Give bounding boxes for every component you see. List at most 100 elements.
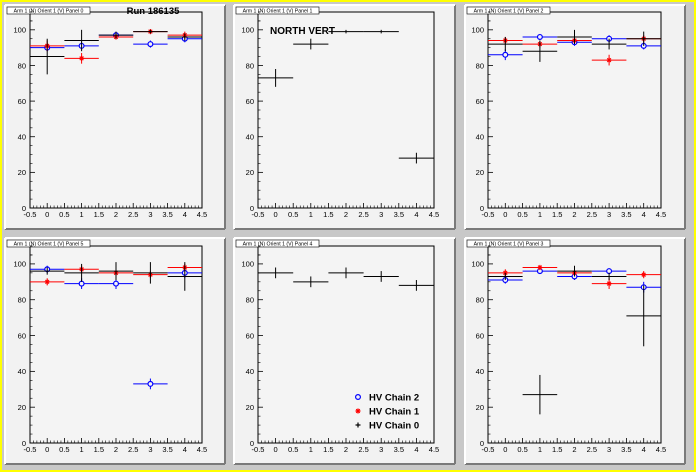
y-axis: 0 20 40 60 80 100 bbox=[471, 11, 493, 213]
pad-title-box-frame bbox=[466, 6, 551, 15]
series-plus bbox=[30, 262, 202, 291]
x-tick-label: 4 bbox=[183, 210, 187, 219]
x-tick-label: -0.5 bbox=[24, 210, 37, 219]
circle-marker bbox=[606, 268, 613, 275]
y-tick-label: 60 bbox=[18, 331, 26, 340]
canvas-title: Run 186135 bbox=[127, 6, 181, 17]
y-tick-label: 100 bbox=[13, 26, 26, 35]
data-point bbox=[64, 52, 99, 64]
star-marker bbox=[606, 281, 612, 286]
x-tick-label: 4.5 bbox=[197, 445, 207, 454]
x-tick-label: 3 bbox=[148, 210, 152, 219]
data-point bbox=[626, 31, 661, 46]
x-tick-label: -0.5 bbox=[252, 210, 265, 219]
pad-title-box-frame bbox=[466, 239, 551, 248]
y-tick-label: 20 bbox=[18, 168, 26, 177]
data-point bbox=[626, 271, 661, 279]
x-tick-label: 1 bbox=[538, 210, 542, 219]
legend-circle-icon bbox=[355, 394, 362, 401]
y-tick-label: 80 bbox=[246, 296, 254, 305]
x-tick-label: 4 bbox=[414, 445, 418, 454]
y-tick-label: 40 bbox=[476, 367, 484, 376]
y-tick-label: 40 bbox=[18, 133, 26, 142]
y-tick-label: 0 bbox=[22, 439, 26, 448]
x-tick-label: 2.5 bbox=[587, 210, 597, 219]
legend-star-icon bbox=[355, 408, 361, 414]
y-tick-label: 0 bbox=[250, 204, 254, 213]
x-axis: -0.5 0 0.5 1 1.5 2 2.5 3 3.5 4 4.5 bbox=[24, 203, 207, 219]
y-tick-label: 80 bbox=[476, 296, 484, 305]
x-tick-label: 4 bbox=[414, 210, 418, 219]
data-point bbox=[591, 38, 627, 50]
x-tick-label: 2 bbox=[114, 445, 118, 454]
data-point bbox=[488, 49, 523, 61]
x-tick-label: 0.5 bbox=[288, 210, 298, 219]
pad-title-box: Arm 1 (N) Orient 1 (V) Panel 5 bbox=[6, 239, 91, 248]
y-tick-label: 0 bbox=[480, 204, 484, 213]
x-tick-label: 0 bbox=[45, 210, 49, 219]
x-tick-label: 3.5 bbox=[162, 210, 172, 219]
y-tick-label: 100 bbox=[241, 26, 254, 35]
x-tick-label: 2.5 bbox=[128, 445, 138, 454]
data-point bbox=[30, 267, 65, 275]
data-point bbox=[133, 40, 168, 48]
y-tick-label: 20 bbox=[476, 168, 484, 177]
y-tick-label: 20 bbox=[476, 403, 484, 412]
x-tick-label: 1 bbox=[309, 210, 313, 219]
data-point bbox=[522, 264, 558, 271]
panel-annotation: NORTH VERT bbox=[270, 26, 335, 37]
x-tick-label: 4.5 bbox=[429, 445, 439, 454]
star-marker bbox=[79, 56, 84, 61]
y-tick-label: 20 bbox=[246, 168, 254, 177]
series-plus bbox=[488, 29, 661, 62]
x-tick-label: 4.5 bbox=[197, 210, 207, 219]
y-tick-label: 100 bbox=[241, 260, 254, 269]
panel-3: Arm 1 (N) Orient 1 (V) Panel 5-0.5 0 0.5 1 1… bbox=[4, 237, 226, 465]
pad-title: Arm 1 (N) Orient 1 (V) Panel 3 bbox=[474, 242, 544, 248]
y-tick-label: 80 bbox=[476, 61, 484, 70]
data-point bbox=[363, 271, 399, 282]
x-axis: -0.5 0 0.5 1 1.5 2 2.5 3 3.5 4 4.5 bbox=[252, 438, 439, 454]
y-axis: 0 20 40 60 80 100 bbox=[241, 245, 263, 448]
data-point bbox=[488, 36, 523, 52]
data-point bbox=[293, 38, 329, 50]
panel-2: Arm 1 (N) Orient 1 (V) Panel 2-0.5 0 0.5 1 1… bbox=[464, 4, 686, 230]
legend-label: HV Chain 0 bbox=[369, 421, 419, 432]
panel-0: Arm 1 (N) Orient 1 (V) Panel 0-0.5 0 0.5 1 1… bbox=[4, 4, 226, 230]
x-tick-label: -0.5 bbox=[482, 210, 495, 219]
data-point bbox=[64, 263, 99, 282]
data-point bbox=[591, 54, 627, 66]
y-tick-label: 20 bbox=[246, 403, 254, 412]
x-tick-label: 0.5 bbox=[288, 445, 298, 454]
circle-marker bbox=[147, 380, 154, 387]
x-tick-label: 0 bbox=[503, 210, 507, 219]
data-point bbox=[98, 262, 134, 281]
data-point bbox=[30, 278, 65, 286]
legend-item: HV Chain 2 bbox=[355, 393, 419, 404]
series-star bbox=[488, 264, 661, 289]
x-tick-label: 3.5 bbox=[394, 445, 404, 454]
x-axis: -0.5 0 0.5 1 1.5 2 2.5 3 3.5 4 4.5 bbox=[482, 438, 666, 454]
data-point bbox=[258, 69, 294, 87]
y-tick-label: 100 bbox=[471, 26, 484, 35]
x-tick-label: 2 bbox=[572, 445, 576, 454]
x-tick-label: 1.5 bbox=[323, 210, 333, 219]
y-tick-label: 0 bbox=[250, 439, 254, 448]
x-tick-label: 2.5 bbox=[587, 445, 597, 454]
legend-item: HV Chain 1 bbox=[355, 407, 420, 418]
y-tick-label: 60 bbox=[18, 97, 26, 106]
data-point bbox=[328, 267, 364, 279]
pad-title-box-frame bbox=[6, 239, 91, 248]
series-plus bbox=[258, 267, 434, 291]
data-point bbox=[626, 285, 661, 347]
pad-title-box-frame bbox=[235, 239, 320, 248]
x-tick-label: 3 bbox=[379, 210, 383, 219]
circle-marker bbox=[536, 33, 543, 40]
x-tick-label: 0 bbox=[274, 445, 278, 454]
data-point bbox=[293, 276, 329, 288]
y-tick-label: 40 bbox=[246, 367, 254, 376]
x-tick-label: 1 bbox=[80, 210, 84, 219]
x-tick-label: 3.5 bbox=[394, 210, 404, 219]
y-tick-label: 40 bbox=[476, 133, 484, 142]
x-tick-label: 0.5 bbox=[517, 445, 527, 454]
